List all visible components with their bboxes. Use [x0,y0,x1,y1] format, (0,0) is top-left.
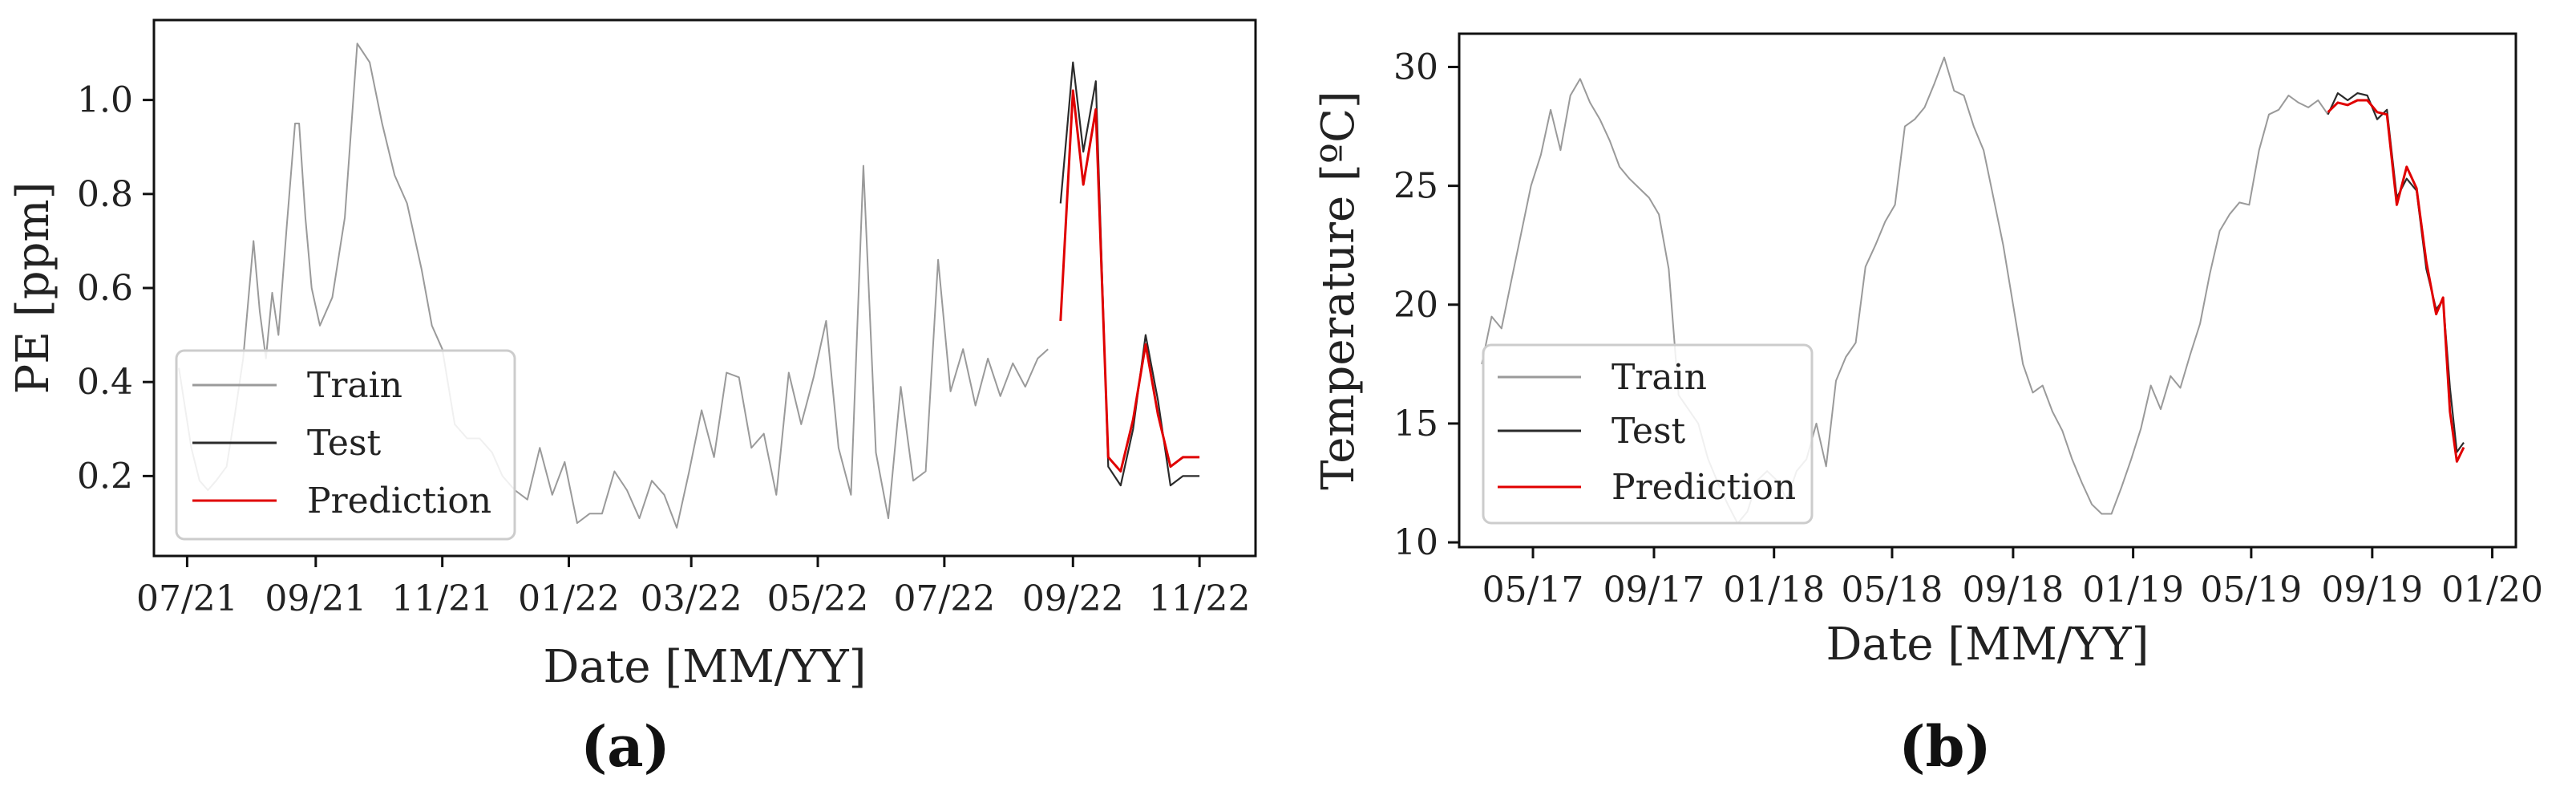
series-b [1481,56,2465,525]
y-tick-label-b: 25 [1393,166,1438,207]
x-tick-label-b: 01/19 [2082,570,2184,611]
x-axis-label-b: Date [MM/YY] [1826,619,2149,671]
plot-frame-b [1458,32,2517,549]
series-line-test-a [1059,61,1200,487]
legend-a: Train Test Prediction [175,349,516,541]
y-tick-label-b: 20 [1393,285,1438,326]
x-tick-label-b: 05/17 [1482,570,1584,611]
y-tick-label-a: 0.6 [77,268,133,309]
x-tick-label-b: 01/18 [1723,570,1825,611]
y-tick-label-a: 0.4 [77,362,133,403]
x-tick-label-a: 01/22 [518,578,620,619]
series-line-train-a [178,43,1049,529]
legend-label-prediction-b: Prediction [1612,467,1796,508]
panel-label-b: (b) [1899,713,1991,780]
series-line-prediction-b [2327,99,2465,463]
y-tick-label-a: 1.0 [77,80,133,121]
series-a [178,43,1200,529]
series-line-prediction-a [1059,89,1200,473]
y-tick-label-b: 30 [1393,47,1438,87]
ticks-b: 05/17 09/17 01/18 05/18 09/18 01/19 05/19 09/19… [1393,47,2543,611]
y-tick-label-b: 10 [1393,522,1438,563]
y-axis-label-b: Temperature [ºC] [1312,91,1365,490]
y-axis-label-a: PE [ppm] [7,182,59,395]
legend-label-train-b: Train [1612,357,1707,398]
x-tick-label-a: 11/21 [391,578,493,619]
chart-panel-a: 07/21 09/21 11/21 01/22 03/22 05/22 07/22 09/22… [7,18,1257,780]
legend-box-b [1482,343,1814,525]
x-tick-label-a: 09/21 [265,578,366,619]
y-tick-label-a: 0.8 [77,174,133,215]
x-tick-label-b: 09/19 [2321,570,2423,611]
x-tick-label-b: 01/20 [2441,570,2543,611]
x-tick-label-b: 09/17 [1603,570,1705,611]
legend-label-prediction-a: Prediction [307,481,491,521]
panel-label-a: (a) [580,713,670,780]
x-tick-label-b: 05/18 [1842,570,1943,611]
legend-box-a [175,349,516,541]
series-line-test-b [2327,91,2465,453]
x-tick-label-a: 07/22 [893,578,995,619]
x-tick-label-b: 05/19 [2200,570,2302,611]
x-axis-label-a: Date [MM/YY] [544,641,867,693]
legend-label-test-b: Test [1612,411,1686,452]
x-tick-label-a: 03/22 [641,578,742,619]
y-tick-label-a: 0.2 [77,456,133,497]
x-tick-label-a: 05/22 [767,578,869,619]
series-line-train-b [1481,56,2329,525]
chart-panel-b: 05/17 09/17 01/18 05/18 09/18 01/19 05/19 09/19… [1312,32,2543,780]
x-tick-label-a: 07/21 [136,578,238,619]
legend-label-test-a: Test [307,423,382,464]
x-tick-label-b: 09/18 [1963,570,2064,611]
x-tick-label-a: 11/22 [1149,578,1251,619]
legend-b: Train Test Prediction [1482,343,1814,525]
x-tick-label-a: 09/22 [1022,578,1124,619]
y-tick-label-b: 15 [1393,404,1438,444]
legend-label-train-a: Train [307,365,402,406]
ticks-a: 07/21 09/21 11/21 01/22 03/22 05/22 07/22 09/22… [77,80,1251,619]
